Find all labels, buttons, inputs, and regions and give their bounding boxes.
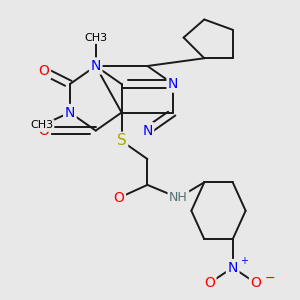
Text: N: N xyxy=(142,124,153,138)
Text: +: + xyxy=(240,256,248,266)
Text: O: O xyxy=(113,191,124,205)
Text: N: N xyxy=(91,59,101,73)
Text: N: N xyxy=(168,77,178,91)
Text: O: O xyxy=(250,276,261,290)
Text: O: O xyxy=(204,276,215,290)
Text: CH3: CH3 xyxy=(30,120,53,130)
Text: −: − xyxy=(265,272,275,284)
Text: N: N xyxy=(227,261,238,274)
Text: O: O xyxy=(39,64,50,78)
Text: N: N xyxy=(65,106,75,119)
Text: S: S xyxy=(117,134,126,148)
Text: O: O xyxy=(39,124,50,138)
Text: CH3: CH3 xyxy=(84,33,107,43)
Text: NH: NH xyxy=(169,191,188,204)
